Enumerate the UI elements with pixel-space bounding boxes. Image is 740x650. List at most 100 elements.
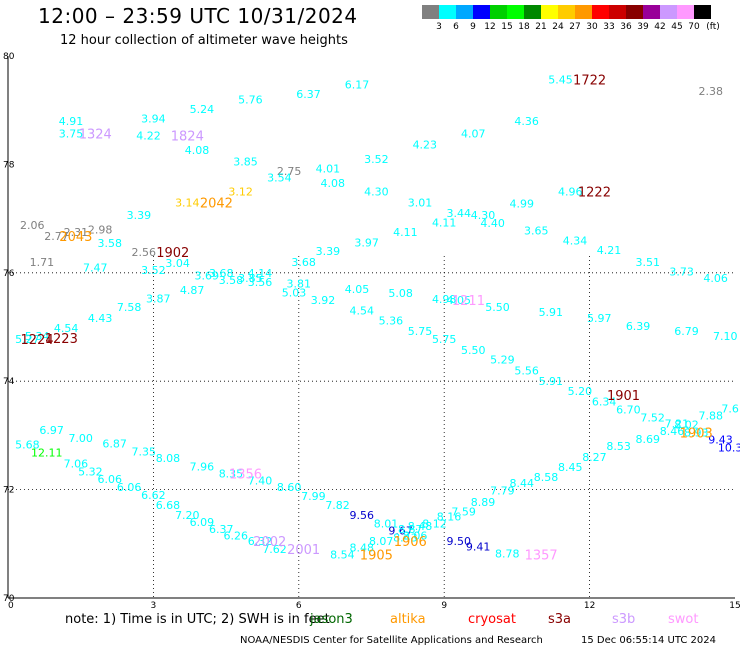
colorbar-tick: 70 bbox=[688, 22, 700, 32]
data-point-label: 8.48 bbox=[350, 542, 375, 555]
data-point-label: 3.75 bbox=[59, 128, 84, 141]
data-point-label: 7.96 bbox=[190, 460, 215, 473]
data-point-label: 8.08 bbox=[156, 452, 181, 465]
data-point-label: 8.07 bbox=[369, 535, 394, 548]
data-point-label: 8.27 bbox=[582, 451, 607, 464]
colorbar-swatch bbox=[626, 5, 643, 19]
data-point-label: 6.26 bbox=[224, 530, 249, 543]
data-point-label: 6.97 bbox=[39, 424, 64, 437]
y-tick-label: 78 bbox=[3, 160, 15, 170]
data-point-label: 4.96 bbox=[558, 186, 583, 199]
colorbar-swatch bbox=[439, 5, 456, 19]
data-point-label: 5.24 bbox=[190, 103, 215, 116]
data-point-label: 8.93 bbox=[684, 427, 709, 440]
colorbar-swatch bbox=[456, 5, 473, 19]
data-point-label: 6.79 bbox=[674, 325, 699, 338]
data-point-label: 9.43 bbox=[708, 434, 733, 447]
colorbar-unit: (ft) bbox=[706, 22, 720, 32]
data-point-label: 8.46 bbox=[660, 425, 685, 438]
data-point-label: 6.68 bbox=[156, 499, 181, 512]
data-point-label: 6.87 bbox=[102, 438, 127, 451]
data-point-label: 12.11 bbox=[31, 447, 63, 460]
data-point-label: 6.34 bbox=[592, 395, 617, 408]
data-point-label: 4.98 bbox=[432, 293, 457, 306]
colorbar-swatch bbox=[558, 5, 575, 19]
data-point-label: 1.71 bbox=[30, 256, 55, 269]
data-point-label: 3.44 bbox=[446, 207, 471, 220]
y-tick-label: 74 bbox=[3, 377, 15, 387]
data-point-label: 5.91 bbox=[539, 306, 564, 319]
colorbar-tick: 33 bbox=[603, 22, 615, 32]
colorbar-tick: 24 bbox=[552, 22, 564, 32]
pass-time-label: 1211 bbox=[452, 294, 485, 309]
data-point-label: 7.6 bbox=[721, 402, 739, 415]
data-point-label: 4.08 bbox=[320, 177, 345, 190]
data-point-label: 5.50 bbox=[461, 344, 486, 357]
x-tick-label: 15 bbox=[729, 601, 740, 610]
data-point-label: 7.58 bbox=[117, 301, 142, 314]
data-point-label: 7.99 bbox=[301, 490, 326, 503]
data-point-label: 2.56 bbox=[131, 246, 156, 259]
data-point-label: 4.01 bbox=[316, 163, 341, 176]
data-point-label: 4.54 bbox=[350, 305, 375, 318]
colorbar-swatch bbox=[694, 5, 711, 19]
data-point-label: 8.54 bbox=[330, 549, 355, 562]
data-point-label: 8.48 bbox=[408, 520, 433, 533]
pass-time-label: 1824 bbox=[171, 130, 204, 145]
data-point-label: 6.06 bbox=[98, 473, 123, 486]
pass-time-label: 1906 bbox=[394, 535, 427, 550]
data-point-label: 5.50 bbox=[485, 301, 510, 314]
data-point-label: 6.37 bbox=[209, 523, 234, 536]
satellite-legend: jason3 altika cryosat s3a s3b swot bbox=[0, 612, 740, 630]
data-point-label: 4.87 bbox=[180, 284, 205, 297]
pass-time-label: 1324 bbox=[79, 128, 112, 143]
pass-time-label: 2001 bbox=[287, 543, 320, 558]
footer-note: note: 1) Time is in UTC; 2) SWH is in fe… bbox=[65, 612, 330, 627]
data-point-label: 3.52 bbox=[364, 153, 389, 166]
data-point-label: 6.37 bbox=[296, 88, 321, 101]
data-point-label: 7.10 bbox=[713, 330, 738, 343]
data-point-label: 8.87 bbox=[398, 523, 423, 536]
data-point-label: 8.60 bbox=[277, 481, 302, 494]
data-point-label: 5.03 bbox=[282, 286, 307, 299]
x-tick-label: 9 bbox=[441, 601, 447, 610]
data-point-label: 4.43 bbox=[88, 312, 113, 325]
colorbar-tick: 15 bbox=[501, 22, 513, 32]
data-point-label: 6.62 bbox=[141, 489, 166, 502]
data-point-label: 10.3 bbox=[718, 441, 740, 454]
data-point-label: 7.82 bbox=[325, 499, 350, 512]
colorbar-swatch bbox=[507, 5, 524, 19]
data-point-label: 5.68 bbox=[15, 439, 40, 452]
pass-time-label: 1223 bbox=[45, 332, 78, 347]
data-point-label: 3.73 bbox=[669, 266, 694, 279]
data-point-label: 7.79 bbox=[490, 485, 515, 498]
data-point-label: 7.52 bbox=[640, 412, 665, 425]
footer-credit: NOAA/NESDIS Center for Satellite Applica… bbox=[240, 635, 543, 646]
data-point-label: 3.54 bbox=[267, 171, 292, 184]
legend-swot: swot bbox=[668, 612, 699, 627]
data-point-label: 9.67 bbox=[388, 524, 413, 537]
data-point-label: 5.36 bbox=[379, 314, 404, 327]
data-point-label: 2.75 bbox=[277, 165, 302, 178]
colorbar-tick: 6 bbox=[453, 22, 459, 32]
data-point-label: 3.14 bbox=[175, 196, 200, 209]
data-point-label: 6.32 bbox=[248, 535, 273, 548]
data-point-label: 8.78 bbox=[495, 548, 520, 561]
pass-time-label: 2043 bbox=[59, 230, 92, 245]
pass-time-label: 1901 bbox=[607, 389, 640, 404]
data-point-label: 8.45 bbox=[558, 461, 583, 474]
data-point-label: 8.12 bbox=[422, 518, 447, 531]
data-point-label: 3.94 bbox=[141, 112, 166, 125]
data-point-label: 2.38 bbox=[699, 85, 724, 98]
pass-time-label: 1902 bbox=[156, 246, 189, 261]
data-point-label: 9.41 bbox=[466, 541, 491, 554]
data-point-label: 5.76 bbox=[238, 93, 263, 106]
data-point-label: 8.43 bbox=[393, 531, 418, 544]
data-point-label: 8.44 bbox=[509, 477, 534, 490]
y-tick-label: 76 bbox=[3, 269, 15, 279]
data-point-label: 5.45 bbox=[548, 73, 573, 86]
data-point-label: 3.58 bbox=[219, 274, 244, 287]
y-tick-label: 72 bbox=[3, 486, 14, 496]
data-point-label: 2.77 bbox=[44, 230, 69, 243]
colorbar-swatch bbox=[677, 5, 694, 19]
